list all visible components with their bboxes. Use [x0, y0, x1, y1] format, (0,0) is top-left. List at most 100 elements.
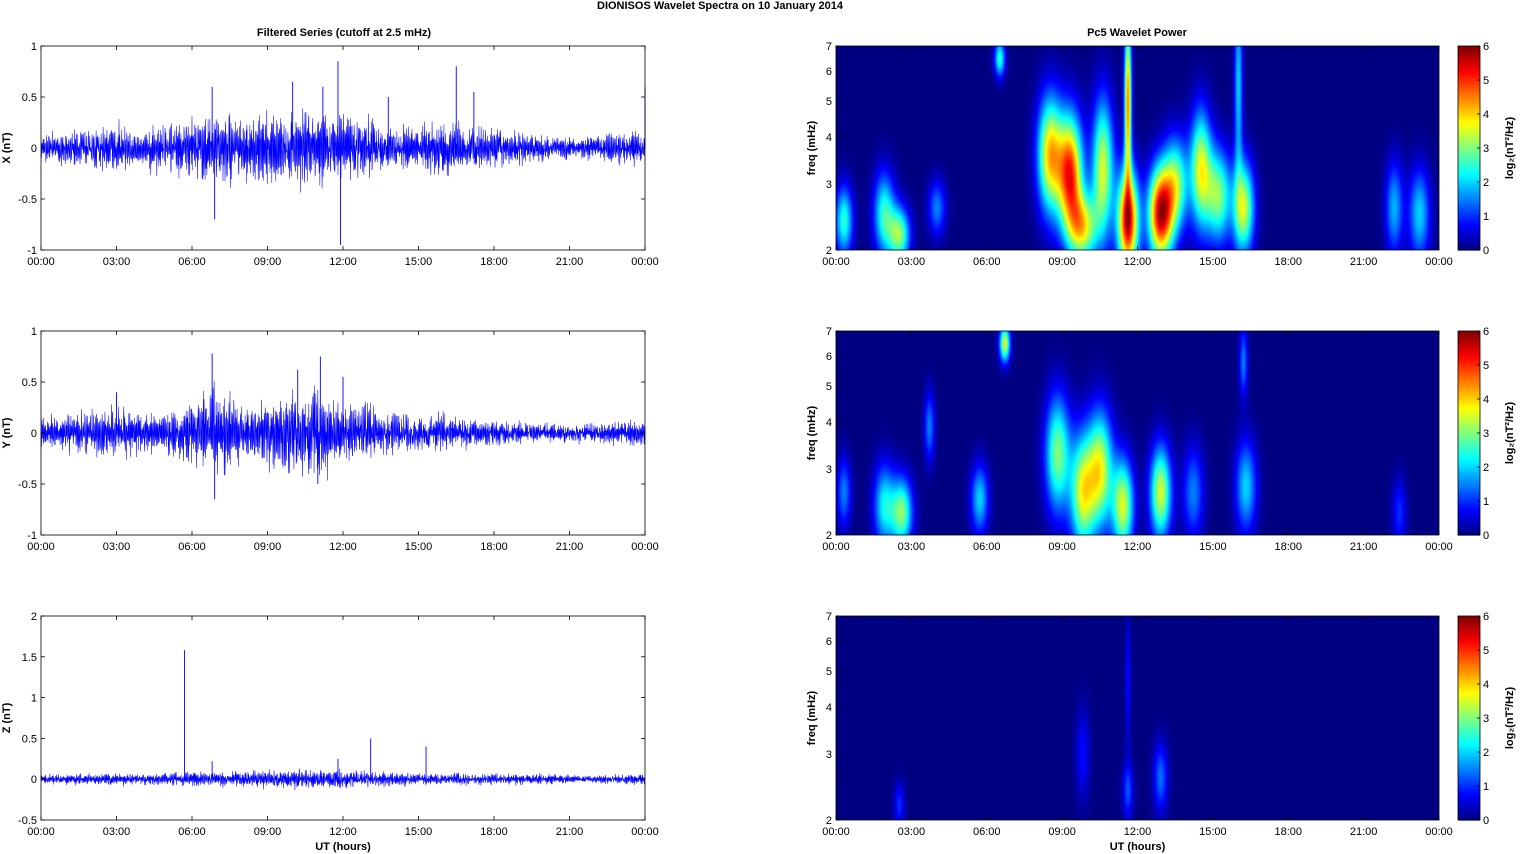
ytick-label: 0 — [31, 428, 37, 440]
colorbar-step — [1458, 429, 1480, 434]
wavelet-xtick-label: 15:00 — [1199, 256, 1227, 268]
colorbar-step — [1458, 71, 1480, 76]
colorbar-tick-label: 2 — [1483, 747, 1489, 759]
colorbar-step — [1458, 362, 1480, 367]
colorbar-label: log₂(nT²/Hz) — [1504, 687, 1516, 750]
colorbar-step — [1458, 647, 1480, 652]
colorbar-step — [1458, 772, 1480, 776]
freq-tick-label: 6 — [826, 636, 832, 648]
colorbar-step — [1458, 436, 1480, 440]
colorbar-step — [1458, 90, 1480, 95]
wavelet-heatmap — [836, 331, 1439, 535]
colorbar-step — [1458, 214, 1480, 219]
figure-title: DIONISOS Wavelet Spectra on 10 January 2… — [597, 0, 844, 12]
freq-tick-label: 3 — [826, 464, 832, 476]
colorbar-tick-label: 1 — [1483, 781, 1489, 793]
series-xtick-label: 15:00 — [405, 541, 433, 553]
colorbar-step — [1458, 359, 1480, 364]
colorbar-step — [1458, 807, 1480, 812]
colorbar-tick-label: 0 — [1483, 245, 1489, 257]
ytick-label: -0.5 — [18, 815, 37, 827]
colorbar-step — [1458, 61, 1480, 66]
colorbar-step — [1458, 753, 1480, 757]
colorbar-tick-label: 4 — [1483, 679, 1489, 691]
series-xlabel: UT (hours) — [315, 841, 371, 853]
colorbar-step — [1458, 135, 1480, 140]
ytick-label: 0 — [31, 143, 37, 155]
ytick-label: 0.5 — [22, 733, 37, 745]
freq-tick-label: 4 — [826, 702, 832, 714]
colorbar-step — [1458, 243, 1480, 248]
freq-ylabel: freq (mHz) — [806, 120, 818, 175]
colorbar-step — [1458, 619, 1480, 623]
colorbar-step — [1458, 369, 1480, 374]
colorbar-step — [1458, 765, 1480, 770]
series-xtick-label: 18:00 — [480, 826, 508, 838]
wavelet-xtick-label: 00:00 — [1425, 256, 1453, 268]
colorbar-step — [1458, 350, 1480, 354]
colorbar-step — [1458, 781, 1480, 786]
wavelet-xtick-label: 21:00 — [1350, 256, 1378, 268]
colorbar-step — [1458, 794, 1480, 799]
colorbar-step — [1458, 702, 1480, 706]
freq-tick-label: 7 — [826, 326, 832, 338]
colorbar-step — [1458, 452, 1480, 456]
colorbar-step — [1458, 816, 1480, 821]
colorbar-step — [1458, 116, 1480, 120]
colorbar-step — [1458, 366, 1480, 370]
colorbar-step — [1458, 499, 1480, 504]
colorbar-step — [1458, 714, 1480, 719]
colorbar-step — [1458, 471, 1480, 476]
colorbar-step — [1458, 487, 1480, 491]
colorbar-step — [1458, 788, 1480, 792]
wavelet-xtick-label: 03:00 — [898, 256, 926, 268]
colorbar-step — [1458, 625, 1480, 630]
colorbar-step — [1458, 202, 1480, 206]
colorbar-step — [1458, 663, 1480, 668]
colorbar-step — [1458, 638, 1480, 643]
colorbar-step — [1458, 163, 1480, 168]
wavelet-xtick-label: 06:00 — [973, 256, 1001, 268]
colorbar-step — [1458, 93, 1480, 98]
colorbar-step — [1458, 103, 1480, 108]
freq-ylabel: freq (mHz) — [806, 405, 818, 460]
ytick-label: -1 — [27, 530, 37, 542]
freq-tick-label: 4 — [826, 417, 832, 429]
series-xtick-label: 18:00 — [480, 256, 508, 268]
colorbar-step — [1458, 404, 1480, 409]
ytick-label: 1 — [31, 326, 37, 338]
colorbar-step — [1458, 394, 1480, 399]
colorbar-step — [1458, 46, 1480, 50]
colorbar-step — [1458, 775, 1480, 780]
freq-tick-label: 7 — [826, 611, 832, 623]
series-line — [40, 108, 646, 193]
colorbar-step — [1458, 484, 1480, 488]
colorbar-step — [1458, 186, 1480, 191]
freq-tick-label: 4 — [826, 132, 832, 144]
colorbar-step — [1458, 641, 1480, 646]
colorbar-step — [1458, 458, 1480, 463]
colorbar-step — [1458, 81, 1480, 85]
colorbar-step — [1458, 407, 1480, 412]
colorbar-step — [1458, 804, 1480, 808]
colorbar-step — [1458, 759, 1480, 764]
wavelet-xtick-label: 06:00 — [973, 541, 1001, 553]
colorbar-step — [1458, 109, 1480, 114]
wavelet-xlabel: UT (hours) — [1110, 841, 1166, 853]
colorbar-step — [1458, 692, 1480, 697]
colorbar-step — [1458, 138, 1480, 143]
wavelet-xtick-label: 18:00 — [1274, 541, 1302, 553]
colorbar-step — [1458, 132, 1480, 136]
wavelet-xtick-label: 09:00 — [1048, 256, 1076, 268]
colorbar-step — [1458, 448, 1480, 453]
colorbar-tick-label: 3 — [1483, 428, 1489, 440]
freq-tick-label: 3 — [826, 179, 832, 191]
right-column-title: Pc5 Wavelet Power — [1087, 27, 1188, 39]
colorbar-step — [1458, 800, 1480, 805]
colorbar-step — [1458, 224, 1480, 229]
colorbar-step — [1458, 157, 1480, 162]
wavelet-xtick-label: 18:00 — [1274, 826, 1302, 838]
freq-tick-label: 5 — [826, 666, 832, 678]
